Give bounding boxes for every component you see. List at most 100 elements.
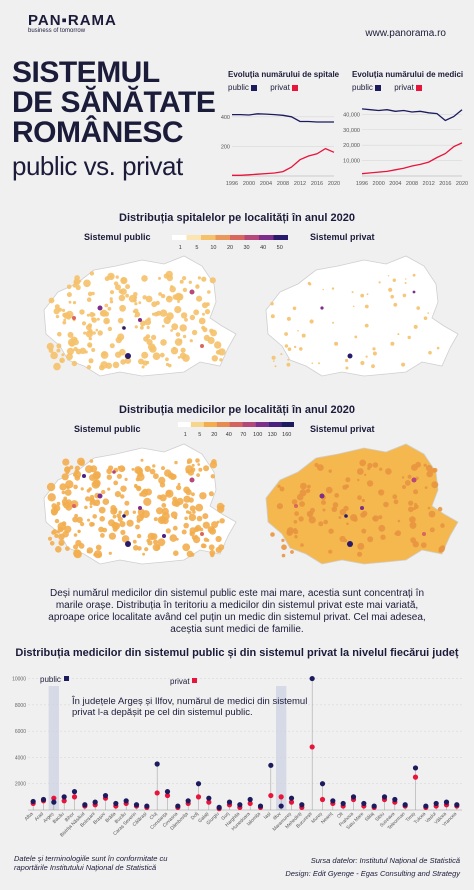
locality-area bbox=[125, 284, 131, 290]
locality-area bbox=[156, 310, 162, 316]
x-tick-label: 2016 bbox=[311, 181, 323, 187]
locality-area bbox=[332, 502, 339, 508]
locality-area bbox=[89, 494, 95, 500]
scale-swatch bbox=[186, 235, 201, 240]
doctors-public-label: Sistemul public bbox=[74, 424, 141, 434]
locality-area bbox=[165, 357, 169, 362]
title-line-1: SISTEMUL bbox=[12, 56, 160, 89]
scale-swatch bbox=[259, 235, 274, 240]
locality-area bbox=[328, 469, 332, 473]
scale-label: 20 bbox=[227, 245, 233, 251]
public-dot bbox=[288, 795, 295, 801]
locality-area bbox=[182, 276, 187, 281]
locality-area bbox=[429, 527, 435, 533]
city-marker bbox=[122, 326, 126, 330]
county-chart-title: Distribuția medicilor din sistemul publi… bbox=[15, 647, 459, 659]
locality-area bbox=[66, 284, 72, 290]
locality-area bbox=[287, 347, 292, 351]
locality-area bbox=[171, 474, 177, 480]
locality-area bbox=[118, 510, 122, 515]
locality-area bbox=[360, 512, 366, 518]
scale-label: 130 bbox=[268, 432, 277, 438]
locality-area bbox=[412, 273, 416, 277]
public-dot bbox=[443, 799, 450, 805]
locality-area bbox=[159, 309, 168, 317]
county-label: Brașov bbox=[92, 811, 107, 826]
locality-area bbox=[216, 520, 220, 524]
locality-area bbox=[198, 317, 206, 325]
locality-area bbox=[188, 513, 197, 522]
hospitals-trend-plot: 400 200 1996 2000 2004 2008 2012 2016 2020 bbox=[221, 113, 340, 187]
locality-area bbox=[201, 325, 206, 330]
locality-area bbox=[270, 302, 274, 306]
scale-swatch bbox=[244, 235, 259, 240]
locality-area bbox=[191, 492, 195, 497]
city-marker bbox=[82, 474, 86, 478]
locality-area bbox=[188, 280, 192, 284]
doctors-public-map bbox=[43, 443, 237, 565]
scale-label: 100 bbox=[253, 432, 262, 438]
legend-private-swatch bbox=[192, 678, 197, 683]
city-marker bbox=[200, 532, 204, 536]
doctors-trend-title: Evoluția numărului de medici bbox=[352, 70, 464, 79]
locality-area bbox=[281, 553, 286, 558]
locality-area bbox=[138, 358, 144, 365]
locality-area bbox=[80, 522, 85, 527]
public-dot bbox=[340, 800, 346, 807]
locality-area bbox=[357, 495, 362, 501]
city-marker bbox=[112, 470, 116, 474]
city-marker bbox=[189, 477, 195, 483]
locality-area bbox=[46, 482, 56, 492]
locality-area bbox=[81, 321, 87, 326]
locality-area bbox=[54, 518, 60, 524]
locality-area bbox=[112, 514, 117, 519]
locality-area bbox=[189, 339, 193, 343]
locality-area bbox=[170, 329, 174, 332]
public-dot bbox=[402, 802, 408, 808]
locality-area bbox=[176, 497, 184, 505]
locality-area bbox=[360, 293, 365, 298]
scale-swatch bbox=[172, 235, 187, 240]
locality-area bbox=[92, 472, 99, 479]
locality-area bbox=[169, 534, 178, 542]
locality-area bbox=[137, 471, 144, 478]
locality-area bbox=[193, 526, 200, 532]
locality-area bbox=[51, 503, 57, 509]
public-dot bbox=[195, 781, 202, 787]
locality-area bbox=[411, 464, 418, 471]
scale-swatch bbox=[203, 422, 217, 427]
locality-area bbox=[142, 295, 147, 300]
locality-area bbox=[413, 324, 418, 329]
locality-area bbox=[170, 285, 174, 289]
locality-area bbox=[165, 528, 171, 534]
locality-area bbox=[364, 323, 369, 328]
locality-area bbox=[99, 516, 105, 522]
legend-public-label: public bbox=[228, 83, 249, 92]
site-url[interactable]: www.panorama.ro bbox=[365, 28, 446, 39]
locality-area bbox=[62, 320, 67, 325]
locality-area bbox=[69, 465, 74, 470]
locality-area bbox=[74, 475, 81, 481]
locality-area bbox=[365, 355, 368, 358]
locality-area bbox=[176, 485, 182, 491]
locality-area bbox=[62, 312, 67, 318]
locality-area bbox=[170, 347, 179, 355]
locality-area bbox=[440, 523, 445, 528]
locality-area bbox=[334, 493, 340, 498]
locality-area bbox=[133, 308, 139, 314]
locality-area bbox=[120, 529, 126, 535]
locality-area bbox=[219, 518, 225, 524]
county-label: Dolj bbox=[190, 811, 200, 821]
locality-area bbox=[68, 300, 72, 304]
locality-area bbox=[100, 361, 108, 369]
privat-dot bbox=[51, 795, 57, 801]
locality-area bbox=[124, 357, 132, 364]
locality-area bbox=[61, 490, 66, 495]
locality-area bbox=[416, 306, 420, 310]
locality-area bbox=[66, 314, 71, 320]
locality-area bbox=[203, 465, 210, 472]
locality-area bbox=[92, 514, 97, 519]
legend-public-swatch bbox=[64, 676, 69, 681]
locality-area bbox=[300, 543, 304, 547]
locality-area bbox=[85, 496, 91, 502]
